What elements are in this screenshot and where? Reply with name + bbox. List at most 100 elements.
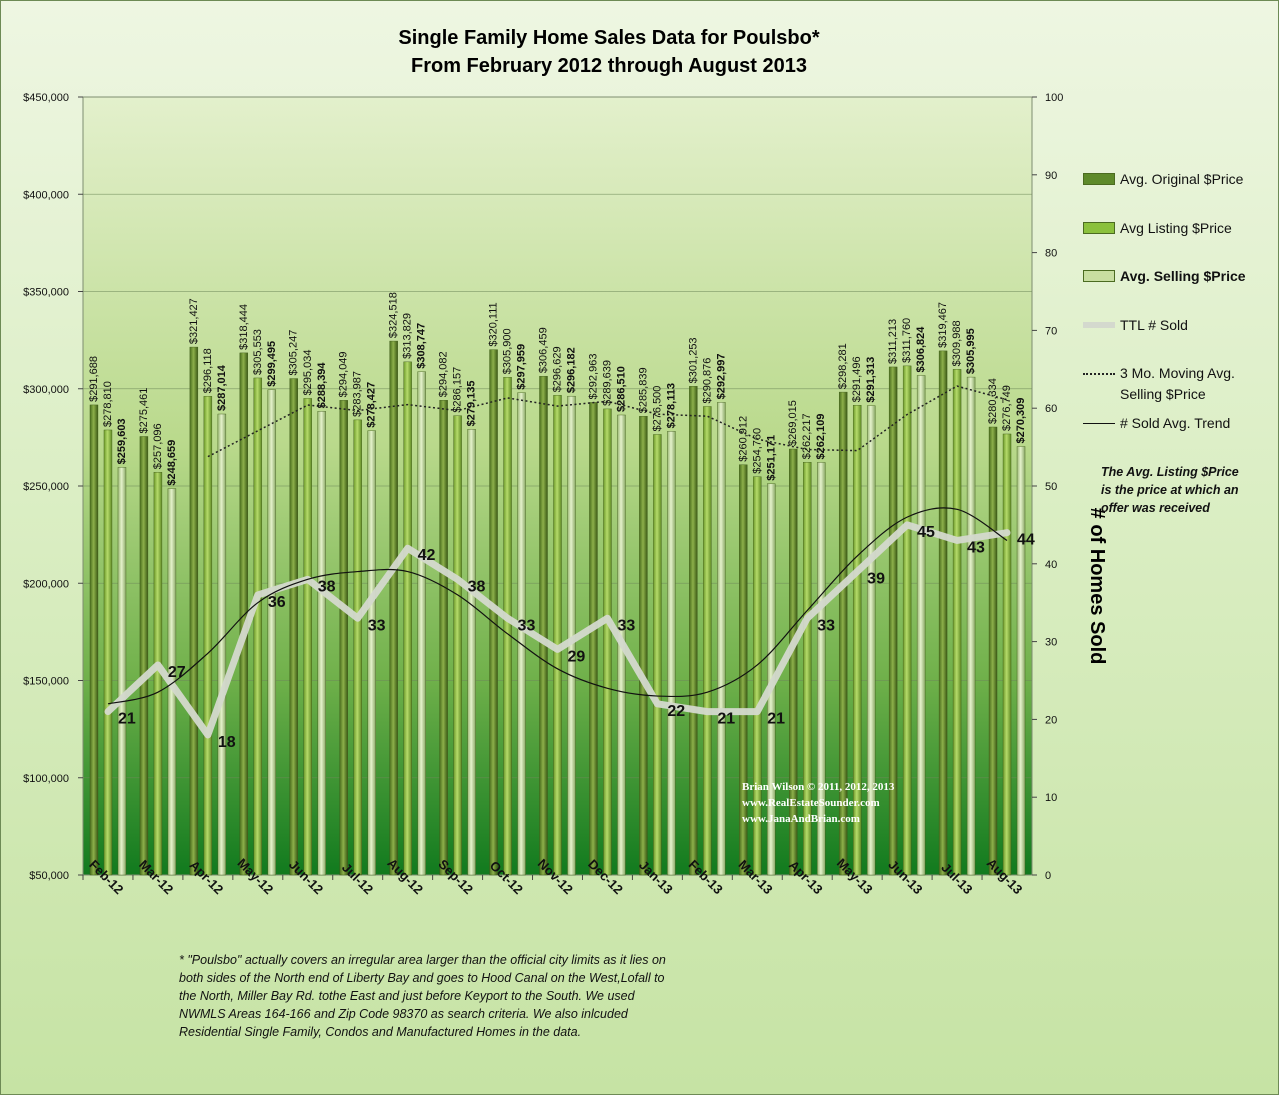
- bar-value-label: $260,912: [737, 416, 749, 462]
- bar-value-label: $262,217: [801, 413, 813, 459]
- legend-label: Avg. Selling $Price: [1120, 268, 1246, 284]
- bar: [139, 436, 149, 876]
- bar-value-label: $305,553: [252, 329, 264, 375]
- bar: [589, 402, 598, 876]
- sold-count-label: 33: [817, 617, 835, 634]
- legend-swatch: [1083, 423, 1115, 424]
- bar-value-label: $269,015: [787, 400, 799, 446]
- bar: [866, 405, 876, 876]
- sold-count-label: 21: [118, 711, 136, 728]
- sold-count-label: 21: [717, 711, 735, 728]
- bar-value-label: $309,988: [951, 320, 963, 366]
- bar: [503, 377, 512, 876]
- bar-value-label: $278,810: [102, 381, 114, 427]
- left-axis-tick-label: $200,000: [23, 578, 69, 590]
- right-axis-tick-label: 80: [1045, 248, 1057, 260]
- bar-value-label: $305,900: [502, 328, 514, 374]
- bar: [817, 462, 826, 876]
- bar: [689, 386, 698, 876]
- bar-value-label: $294,082: [438, 351, 450, 397]
- bar: [717, 402, 726, 876]
- bar-value-label: $318,444: [238, 304, 250, 350]
- bar-value-label: $305,995: [965, 328, 977, 374]
- left-axis-tick-label: $350,000: [23, 287, 69, 299]
- bar-value-label: $308,747: [416, 323, 428, 369]
- bar: [803, 462, 812, 876]
- sold-count-label: 33: [617, 617, 635, 634]
- bar-value-label: $291,496: [851, 356, 863, 402]
- bar: [403, 361, 412, 876]
- bar-value-label: $296,629: [552, 346, 564, 392]
- bar-value-label: $251,171: [765, 435, 777, 481]
- right-axis-tick-label: 30: [1045, 637, 1057, 649]
- sold-count-label: 44: [1017, 532, 1035, 549]
- chart-title-line2: From February 2012 through August 2013: [411, 55, 807, 77]
- bar-value-label: $278,427: [366, 382, 378, 428]
- bar: [439, 400, 448, 876]
- sold-count-label: 39: [867, 571, 885, 588]
- right-axis-tick-label: 70: [1045, 325, 1057, 337]
- bar: [367, 430, 376, 876]
- right-axis-tick-label: 0: [1045, 870, 1051, 882]
- left-axis-tick-label: $300,000: [23, 384, 69, 396]
- bar: [267, 389, 277, 876]
- bar-value-label: $311,760: [901, 318, 913, 363]
- legend-swatch: [1083, 373, 1115, 375]
- bar-value-label: $306,459: [538, 327, 550, 373]
- bar: [952, 369, 962, 876]
- bar-value-label: $311,213: [887, 319, 899, 364]
- sold-count-label: 43: [967, 539, 985, 556]
- bar: [303, 398, 312, 876]
- bar-value-label: $296,118: [202, 348, 214, 393]
- bar: [289, 378, 298, 876]
- sold-count-label: 22: [667, 703, 685, 720]
- bar: [789, 448, 798, 876]
- bar-value-label: $305,247: [288, 330, 300, 376]
- bar: [753, 476, 762, 876]
- bar: [888, 366, 898, 876]
- bar-value-label: $290,876: [701, 358, 713, 404]
- legend-swatch: [1083, 270, 1115, 282]
- bar: [988, 426, 998, 876]
- bar-value-label: $299,495: [266, 341, 278, 387]
- bar: [653, 434, 662, 876]
- legend-label: TTL # Sold: [1120, 317, 1188, 333]
- credit-block: Brian Wilson © 2011, 2012, 2013 www.Real…: [742, 779, 894, 827]
- bar-value-label: $321,427: [188, 298, 200, 344]
- bar-value-label: $294,049: [338, 351, 350, 397]
- left-axis-tick-label: $250,000: [23, 481, 69, 493]
- bar: [89, 404, 99, 876]
- footnote: * "Poulsbo" actually covers an irregular…: [179, 953, 666, 1039]
- bar: [539, 375, 548, 876]
- bar-value-label: $278,113: [665, 383, 677, 428]
- right-axis-tick-label: 10: [1045, 792, 1057, 804]
- bar-value-label: $292,997: [715, 353, 727, 399]
- bar-value-label: $259,603: [116, 418, 128, 464]
- bar: [239, 352, 249, 876]
- bar: [603, 408, 612, 876]
- bar-value-label: $297,959: [516, 344, 528, 390]
- bar-value-label: $306,824: [915, 326, 927, 373]
- bar-value-label: $324,518: [388, 292, 400, 338]
- bar-value-label: $301,253: [687, 337, 699, 383]
- bar-value-label: $276,749: [1001, 385, 1013, 431]
- bar: [317, 411, 326, 876]
- bar: [189, 346, 199, 876]
- series-lines: [104, 385, 1011, 739]
- bar: [1002, 433, 1012, 876]
- bar: [739, 464, 748, 876]
- legend-swatch: [1083, 322, 1115, 328]
- sold-count-label: 33: [368, 617, 386, 634]
- sold-count-label: 33: [518, 617, 536, 634]
- chart-title-line1: Single Family Home Sales Data for Poulsb…: [398, 27, 819, 49]
- bar: [417, 371, 426, 876]
- credit-line-2: www.RealEstateSounder.com: [742, 797, 880, 809]
- bar: [852, 405, 862, 876]
- bar: [639, 416, 648, 876]
- bar-value-label: $291,688: [88, 356, 100, 402]
- bar: [517, 392, 526, 876]
- bar-value-label: $291,313: [865, 357, 877, 403]
- bar: [1016, 446, 1026, 876]
- left-axis-tick-label: $100,000: [23, 773, 69, 785]
